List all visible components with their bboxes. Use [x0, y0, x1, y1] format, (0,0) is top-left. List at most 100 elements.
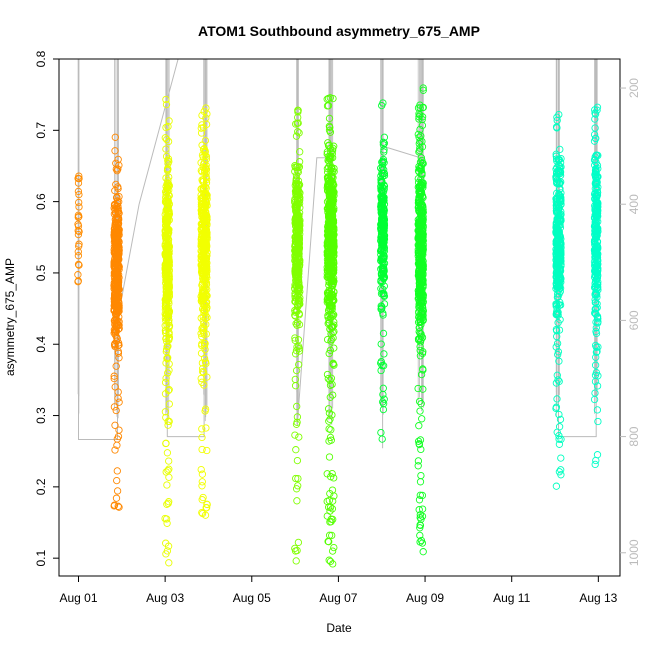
data-point — [554, 206, 563, 214]
data-point — [324, 374, 332, 383]
data-point — [330, 543, 338, 552]
data-point — [164, 257, 172, 265]
cluster-7 — [414, 84, 427, 556]
y-tick-label: 0.2 — [34, 478, 48, 495]
data-point — [163, 519, 171, 527]
data-point — [201, 195, 210, 204]
data-point — [592, 219, 601, 228]
data-point — [378, 159, 387, 167]
data-point — [164, 417, 172, 426]
data-point — [162, 359, 170, 367]
data-point — [418, 207, 427, 215]
data-point — [291, 375, 299, 384]
data-point — [115, 321, 123, 329]
data-point — [553, 227, 561, 236]
data-point — [593, 304, 601, 312]
data-point — [377, 194, 385, 203]
data-point — [419, 103, 427, 112]
data-point — [198, 509, 207, 518]
data-point — [553, 395, 561, 403]
data-point — [198, 359, 207, 367]
data-point — [202, 217, 210, 226]
plot-frame — [58, 58, 621, 577]
data-point — [292, 180, 300, 188]
data-point — [291, 203, 299, 211]
data-point — [553, 307, 561, 316]
data-point — [330, 344, 338, 352]
data-point — [416, 491, 424, 499]
data-point — [377, 200, 386, 209]
data-point — [325, 425, 333, 433]
data-point — [556, 282, 564, 290]
data-point — [295, 433, 303, 441]
data-point — [294, 280, 302, 288]
data-point — [379, 405, 388, 414]
data-point — [197, 374, 205, 383]
data-point — [324, 405, 333, 413]
data-point — [592, 456, 600, 465]
data-point — [415, 422, 423, 430]
data-point — [74, 227, 82, 235]
data-point — [110, 262, 118, 270]
data-point — [418, 275, 426, 283]
data-point — [415, 397, 424, 406]
data-point — [291, 334, 299, 342]
data-point — [556, 145, 564, 154]
data-point — [417, 370, 426, 379]
data-point — [165, 212, 173, 220]
data-point — [115, 503, 123, 511]
secondary-y-axis: 200 400 600 800 1000 — [620, 78, 641, 566]
data-point — [328, 237, 336, 246]
data-point — [164, 386, 173, 395]
data-point — [593, 293, 601, 301]
data-point — [295, 163, 304, 171]
data-point — [416, 511, 424, 519]
data-point — [113, 275, 121, 283]
data-point — [556, 159, 565, 167]
data-point — [593, 200, 601, 208]
data-point — [292, 485, 301, 493]
data-point — [556, 257, 564, 266]
data-point — [164, 208, 172, 216]
data-point — [164, 499, 172, 508]
data-point — [380, 291, 388, 300]
data-point — [593, 261, 601, 270]
data-point — [323, 497, 331, 506]
data-point — [295, 217, 303, 226]
data-point — [111, 248, 119, 256]
data-point — [162, 439, 170, 448]
data-point — [555, 155, 564, 164]
data-point — [378, 435, 386, 443]
data-point — [296, 300, 304, 308]
data-point — [163, 180, 171, 188]
x-tick-label: Aug 03 — [146, 591, 184, 605]
data-point — [165, 457, 173, 465]
data-point — [327, 242, 336, 250]
data-point — [295, 347, 304, 355]
data-point — [161, 408, 170, 416]
data-point — [162, 345, 171, 354]
data-point — [417, 400, 425, 408]
data-point — [377, 205, 385, 214]
data-point — [113, 476, 121, 485]
data-point — [163, 321, 171, 329]
data-point — [165, 274, 173, 283]
data-point — [291, 547, 300, 555]
data-point — [199, 290, 207, 298]
data-point — [162, 259, 170, 268]
data-point — [380, 350, 388, 358]
data-point — [552, 482, 561, 490]
data-point — [415, 115, 423, 123]
data-point — [419, 263, 427, 271]
cluster-9 — [590, 103, 602, 469]
data-point — [419, 291, 427, 299]
data-point — [198, 121, 206, 129]
data-point — [417, 258, 426, 267]
data-point — [325, 453, 334, 461]
data-point — [291, 431, 299, 439]
data-point — [593, 151, 601, 159]
data-point — [162, 213, 170, 222]
y2-tick-label: 400 — [627, 194, 641, 214]
data-point — [418, 193, 426, 201]
data-point — [292, 163, 301, 171]
